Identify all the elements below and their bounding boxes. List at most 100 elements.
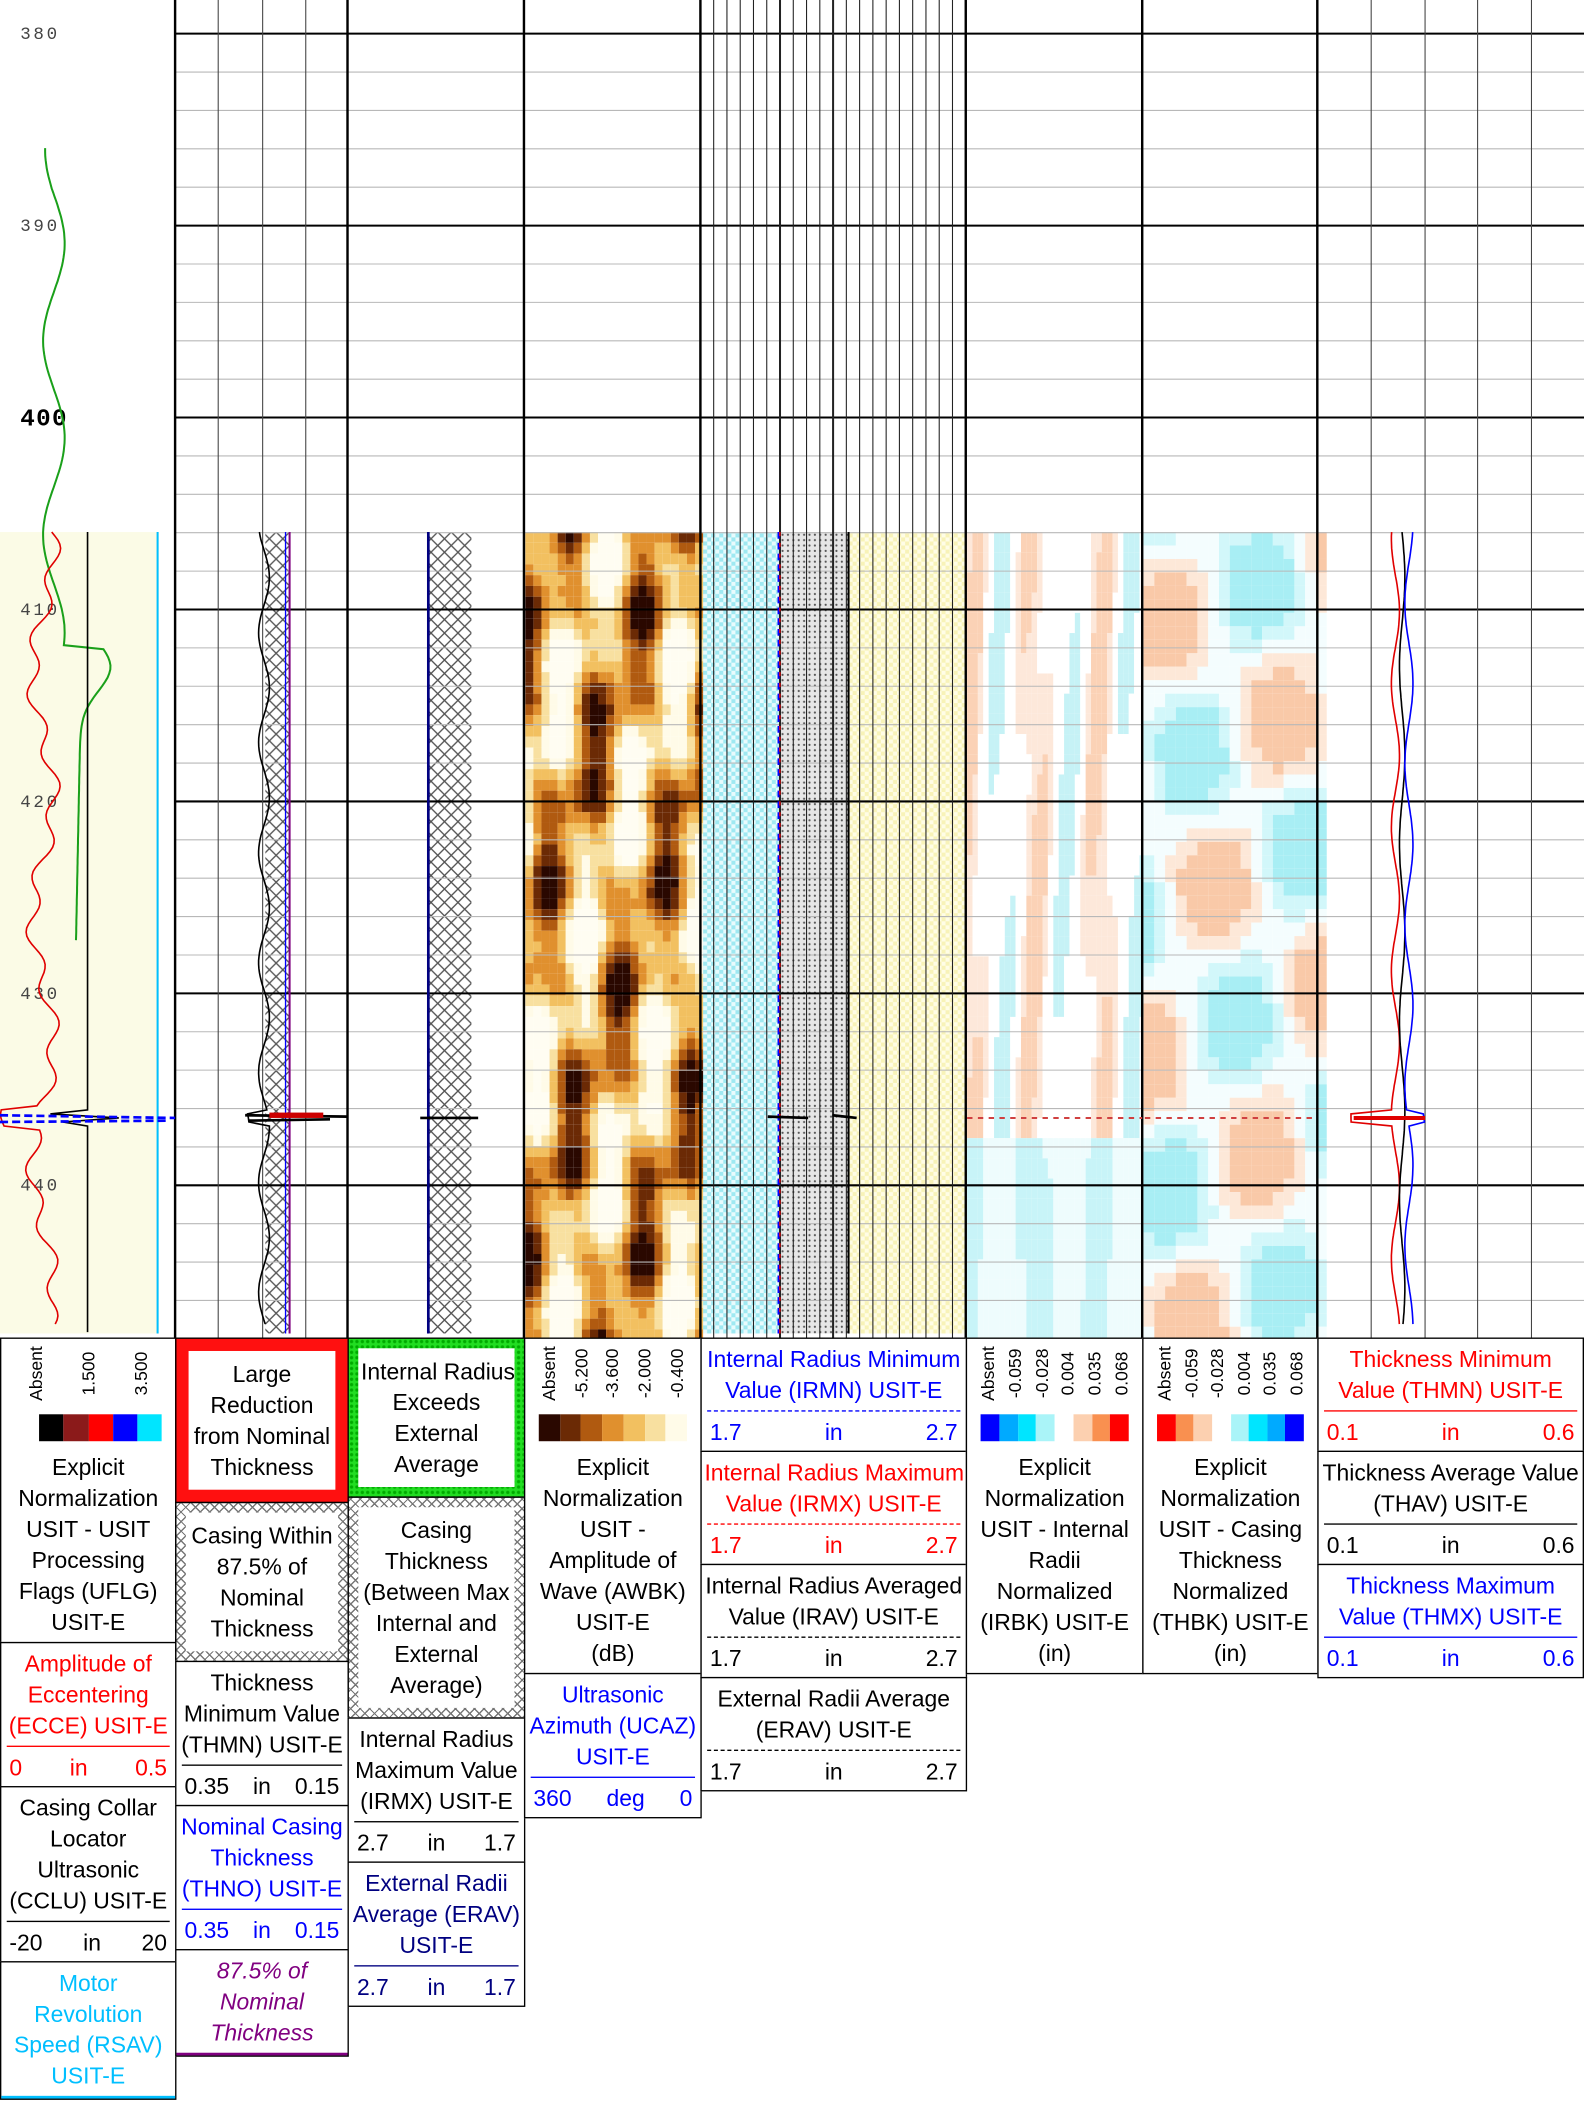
image-cell bbox=[972, 1016, 978, 1038]
image-cell bbox=[654, 1038, 663, 1050]
image-cell bbox=[589, 1264, 599, 1276]
image-cell bbox=[1143, 1003, 1155, 1017]
image-cell bbox=[1015, 734, 1021, 755]
image-cell bbox=[1112, 1057, 1118, 1078]
image-cell bbox=[1107, 592, 1113, 613]
image-cell bbox=[614, 1243, 623, 1255]
image-cell bbox=[646, 1329, 655, 1341]
image-cell bbox=[1010, 633, 1016, 654]
image-cell bbox=[1315, 949, 1327, 964]
image-cell bbox=[557, 984, 566, 996]
image-cell bbox=[1085, 1077, 1092, 1098]
color-step bbox=[63, 1414, 89, 1442]
scale-labels: Absent -0.059 -0.028 0.004 0.035 0.068 bbox=[967, 1339, 1142, 1406]
image-cell bbox=[1305, 1272, 1316, 1287]
image-cell bbox=[1058, 875, 1065, 896]
image-cell bbox=[1020, 592, 1027, 613]
image-cell bbox=[614, 726, 623, 737]
image-cell bbox=[549, 1329, 558, 1341]
image-cell bbox=[1283, 599, 1295, 613]
title-line: USIT-E bbox=[51, 2063, 126, 2090]
image-cell bbox=[1112, 1097, 1118, 1118]
scale-label: 1.500 bbox=[78, 1351, 99, 1396]
color-step bbox=[1017, 1414, 1037, 1442]
image-cell bbox=[1026, 612, 1032, 634]
image-cell bbox=[638, 1210, 647, 1222]
image-cell bbox=[1117, 1198, 1124, 1219]
image-cell bbox=[565, 736, 574, 748]
image-cell bbox=[1165, 801, 1176, 815]
image-cell bbox=[1026, 1320, 1032, 1341]
image-cell bbox=[1112, 1037, 1118, 1058]
image-cell bbox=[557, 1049, 566, 1061]
image-cell bbox=[654, 963, 663, 974]
image-cell bbox=[1020, 532, 1027, 553]
image-cell bbox=[1042, 713, 1048, 735]
image-cell bbox=[999, 936, 1005, 957]
image-cell bbox=[573, 1189, 582, 1201]
scale-value: 1.7 bbox=[709, 1759, 742, 1785]
image-cell bbox=[1123, 1178, 1129, 1199]
image-cell bbox=[1262, 761, 1273, 775]
image-cell bbox=[581, 866, 590, 877]
scale-value: 2.7 bbox=[356, 1974, 389, 2001]
image-cell bbox=[999, 1138, 1005, 1159]
image-cell bbox=[1047, 996, 1054, 1017]
image-cell bbox=[1128, 1239, 1135, 1260]
image-cell bbox=[622, 963, 631, 974]
image-cell bbox=[1037, 612, 1043, 634]
image-cell bbox=[662, 715, 671, 727]
image-cell bbox=[1143, 1165, 1155, 1179]
image-cell bbox=[1165, 612, 1176, 627]
image-cell bbox=[999, 1239, 1005, 1260]
image-cell bbox=[614, 1221, 623, 1233]
image-cell bbox=[557, 1254, 566, 1265]
image-cell bbox=[557, 715, 566, 727]
image-cell bbox=[967, 1097, 973, 1118]
image-cell bbox=[670, 866, 679, 877]
image-cell bbox=[638, 1221, 647, 1233]
image-cell bbox=[999, 1178, 1005, 1199]
image-cell bbox=[1186, 558, 1198, 573]
image-cell bbox=[630, 618, 639, 630]
image-cell bbox=[1037, 835, 1043, 856]
image-cell bbox=[1315, 1030, 1327, 1044]
image-cell bbox=[1123, 1259, 1129, 1280]
image-cell bbox=[678, 1113, 687, 1125]
image-cell bbox=[533, 1329, 542, 1341]
image-cell bbox=[983, 1037, 989, 1058]
header-block: Nominal Casing Thickness (THNO) USIT-E 0.35… bbox=[175, 1804, 349, 1951]
image-cell bbox=[549, 855, 558, 867]
image-cell bbox=[1165, 1259, 1176, 1273]
image-cell bbox=[646, 1081, 655, 1093]
image-cell bbox=[678, 1318, 687, 1330]
image-cell bbox=[1283, 774, 1295, 788]
image-cell bbox=[1053, 774, 1059, 795]
image-cell bbox=[565, 564, 574, 576]
image-cell bbox=[1208, 1057, 1219, 1071]
image-cell bbox=[695, 715, 704, 727]
image-cell bbox=[630, 639, 639, 651]
image-cell bbox=[630, 1286, 639, 1298]
image-cell bbox=[1165, 1070, 1176, 1085]
image-cell bbox=[1037, 1016, 1043, 1038]
image-cell bbox=[662, 693, 671, 705]
image-cell bbox=[1315, 1205, 1327, 1219]
image-cell bbox=[1175, 1205, 1187, 1219]
image-cell bbox=[967, 612, 973, 634]
image-cell bbox=[622, 553, 631, 565]
image-cell bbox=[1197, 1205, 1209, 1219]
image-cell bbox=[581, 833, 590, 845]
image-cell bbox=[525, 790, 534, 802]
image-cell bbox=[1315, 734, 1327, 748]
image-cell bbox=[670, 726, 679, 737]
image-cell bbox=[1165, 707, 1176, 721]
image-cell bbox=[614, 1081, 623, 1093]
image-cell bbox=[1020, 996, 1027, 1017]
track-header: Absent -5.200 -3.600 -2.000 -0.400 Explicit No… bbox=[523, 1337, 702, 1819]
image-cell bbox=[1315, 936, 1327, 950]
image-cell bbox=[1240, 1326, 1252, 1341]
scale-value: 0.6 bbox=[1542, 1532, 1575, 1559]
image-cell bbox=[1165, 734, 1176, 748]
title-line: Internal Radius Minimum bbox=[707, 1346, 961, 1373]
